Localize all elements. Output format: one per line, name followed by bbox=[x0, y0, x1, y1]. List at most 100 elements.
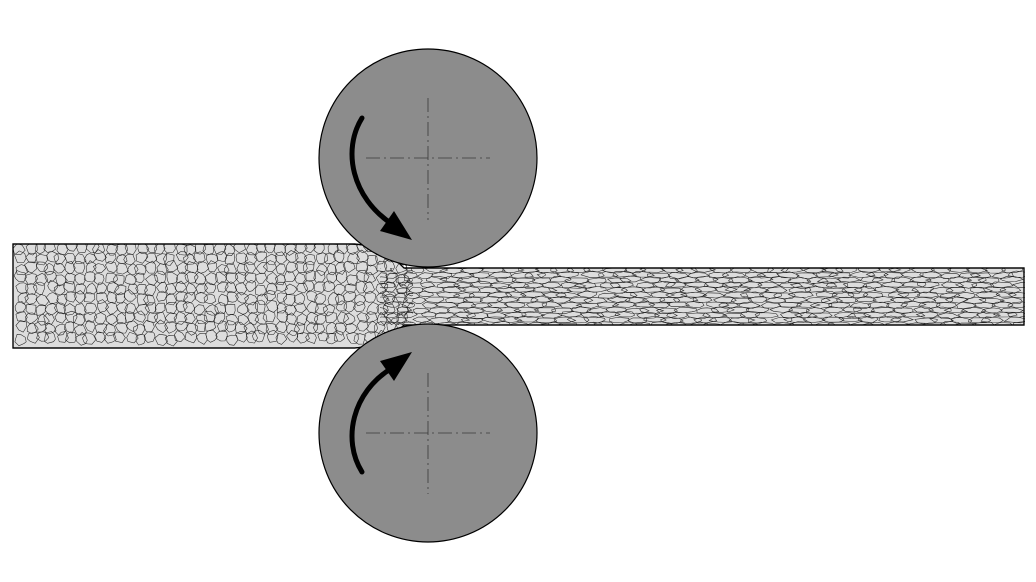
equiaxed-grain bbox=[225, 314, 239, 326]
elongated-grain bbox=[687, 272, 710, 279]
equiaxed-grain bbox=[335, 262, 346, 275]
equiaxed-grain bbox=[347, 252, 360, 264]
equiaxed-grain bbox=[366, 301, 379, 315]
equiaxed-grain bbox=[364, 290, 376, 303]
elongated-grain bbox=[614, 310, 636, 318]
elongated-grain bbox=[425, 276, 447, 284]
equiaxed-grain bbox=[325, 311, 337, 323]
equiaxed-grain bbox=[195, 291, 208, 304]
equiaxed-grain bbox=[256, 293, 268, 305]
equiaxed-grain bbox=[84, 319, 96, 333]
elongated-grain bbox=[583, 321, 603, 325]
elongated-grain bbox=[910, 268, 935, 274]
elongated-grain bbox=[999, 275, 1024, 283]
elongated-grain bbox=[421, 286, 445, 293]
equiaxed-grain bbox=[313, 269, 326, 283]
elongated-grain bbox=[503, 301, 526, 308]
equiaxed-grain bbox=[362, 281, 375, 294]
equiaxed-grain bbox=[25, 304, 37, 315]
equiaxed-grain bbox=[356, 320, 369, 332]
equiaxed-grain bbox=[355, 280, 368, 294]
equiaxed-grain bbox=[144, 283, 156, 297]
elongated-grain bbox=[991, 301, 1014, 308]
elongated-grain bbox=[419, 281, 436, 288]
equiaxed-grain bbox=[267, 329, 279, 343]
equiaxed-grain bbox=[183, 252, 196, 265]
equiaxed-grain bbox=[143, 293, 156, 306]
elongated-grain bbox=[929, 316, 954, 324]
equiaxed-grain bbox=[196, 333, 208, 345]
equiaxed-grain bbox=[395, 282, 408, 295]
elongated-grain bbox=[496, 286, 517, 293]
elongated-grain bbox=[480, 306, 504, 313]
elongated-grain bbox=[928, 306, 952, 314]
equiaxed-grain bbox=[142, 319, 155, 333]
equiaxed-grain bbox=[64, 321, 75, 334]
equiaxed-grain bbox=[43, 312, 55, 325]
equiaxed-grain bbox=[113, 284, 127, 296]
elongated-grain bbox=[627, 317, 648, 325]
equiaxed-grain bbox=[125, 311, 136, 323]
elongated-grain bbox=[930, 287, 954, 295]
counterclockwise-rotation-arrow-icon bbox=[349, 365, 395, 475]
elongated-grain bbox=[570, 306, 591, 313]
elongated-grain bbox=[945, 287, 966, 293]
equiaxed-grain bbox=[285, 250, 299, 263]
equiaxed-grain bbox=[332, 249, 345, 263]
elongated-grain bbox=[924, 276, 950, 284]
equiaxed-grain bbox=[177, 261, 188, 275]
equiaxed-grain bbox=[313, 313, 327, 326]
elongated-grain bbox=[712, 277, 734, 284]
elongated-grain bbox=[437, 281, 461, 288]
equiaxed-grain bbox=[284, 270, 297, 282]
equiaxed-grain bbox=[132, 310, 146, 323]
equiaxed-grain bbox=[214, 311, 226, 324]
equiaxed-grain bbox=[326, 263, 338, 276]
equiaxed-grain bbox=[352, 301, 366, 313]
elongated-grain bbox=[788, 286, 812, 294]
elongated-grain bbox=[809, 302, 833, 309]
elongated-grain bbox=[827, 321, 851, 325]
elongated-grain bbox=[636, 312, 661, 319]
elongated-grain bbox=[914, 317, 938, 325]
equiaxed-grain bbox=[275, 263, 286, 275]
elongated-grain bbox=[628, 321, 651, 325]
equiaxed-grain bbox=[255, 284, 267, 297]
equiaxed-grain bbox=[243, 261, 256, 274]
equiaxed-grain bbox=[274, 321, 288, 334]
elongated-grain bbox=[919, 271, 943, 279]
equiaxed-grain bbox=[305, 311, 318, 325]
elongated-grain bbox=[643, 316, 667, 323]
equiaxed-grain bbox=[35, 294, 50, 306]
elongated-grain bbox=[532, 277, 551, 284]
equiaxed-grain bbox=[263, 289, 277, 302]
equiaxed-grain bbox=[56, 244, 69, 255]
elongated-grain bbox=[566, 285, 587, 293]
equiaxed-grain bbox=[345, 274, 358, 286]
equiaxed-grain bbox=[405, 261, 413, 271]
elongated-grain bbox=[530, 295, 555, 303]
elongated-grain bbox=[913, 306, 934, 313]
elongated-grain bbox=[557, 322, 578, 325]
elongated-grain bbox=[632, 300, 656, 308]
equiaxed-grain bbox=[205, 320, 217, 332]
equiaxed-grain bbox=[24, 293, 38, 305]
elongated-grain bbox=[823, 287, 848, 294]
elongated-grain bbox=[477, 277, 500, 284]
elongated-grain bbox=[975, 291, 1001, 298]
equiaxed-grain bbox=[13, 244, 26, 256]
elongated-grain bbox=[396, 287, 411, 295]
equiaxed-grain bbox=[73, 312, 86, 326]
elongated-grain bbox=[985, 268, 1006, 274]
equiaxed-grain bbox=[295, 252, 308, 264]
elongated-grain bbox=[636, 282, 658, 289]
equiaxed-grain bbox=[306, 321, 318, 335]
equiaxed-grain bbox=[314, 292, 326, 305]
equiaxed-grain bbox=[345, 322, 358, 335]
equiaxed-grain bbox=[97, 299, 109, 313]
equiaxed-grain bbox=[174, 280, 187, 293]
elongated-grain bbox=[863, 311, 885, 319]
elongated-grain bbox=[412, 316, 431, 324]
elongated-grain bbox=[900, 300, 927, 308]
equiaxed-grain bbox=[82, 332, 97, 345]
